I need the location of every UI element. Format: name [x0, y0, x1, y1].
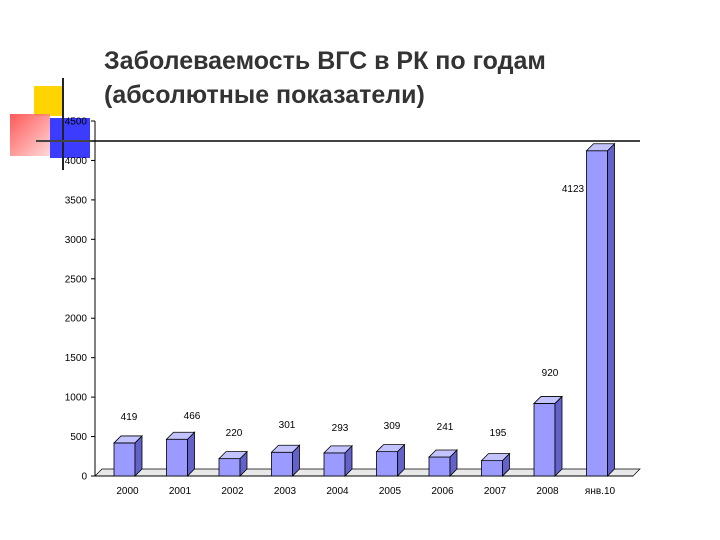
data-label: 293	[332, 423, 349, 434]
data-label: 195	[490, 428, 507, 439]
bar-side	[607, 142, 615, 477]
x-tick-label: 2001	[169, 486, 192, 497]
x-tick-label: 2008	[536, 486, 559, 497]
x-tick-label: янв.10	[585, 486, 616, 497]
title-line-2: (абсолютные показатели)	[104, 81, 425, 109]
bar-top	[585, 143, 616, 152]
y-tick-label: 2500	[65, 274, 88, 285]
x-tick-label: 2006	[431, 486, 454, 497]
y-tick-label: 1500	[65, 353, 88, 364]
x-tick-label: 2004	[326, 486, 349, 497]
bar-top	[270, 444, 301, 453]
y-tick-label: 0	[81, 472, 87, 483]
decor-vertical-line	[62, 78, 64, 170]
data-label: 466	[184, 411, 201, 422]
bar-top	[113, 435, 143, 444]
x-tick-label: 2003	[274, 486, 297, 497]
data-label: 241	[437, 422, 454, 433]
data-label: 920	[542, 368, 559, 379]
y-tick-label: 4500	[65, 117, 88, 128]
bar-top	[375, 444, 406, 453]
bar-top	[323, 445, 353, 454]
bar	[428, 456, 451, 477]
decor-red-square	[10, 114, 50, 156]
bar-top	[218, 451, 248, 460]
y-tick-label: 500	[70, 432, 87, 443]
bar-top	[428, 449, 458, 458]
bar	[166, 438, 188, 477]
decor-yellow-square	[34, 86, 64, 116]
x-tick-label: 2005	[379, 486, 402, 497]
bar	[113, 442, 136, 477]
bar-top	[480, 453, 511, 462]
decor-horizontal-line	[36, 140, 640, 142]
decor-blue-square	[50, 118, 90, 158]
bar	[586, 150, 608, 477]
data-label: 220	[226, 428, 243, 439]
y-tick-label: 1000	[65, 393, 88, 404]
x-tick-label: 2002	[221, 486, 244, 497]
bar-side	[554, 395, 563, 477]
data-label: 301	[279, 420, 296, 431]
bar	[218, 458, 241, 477]
y-tick-label: 4000	[65, 156, 88, 167]
bar	[481, 460, 503, 477]
x-tick-label: 2007	[484, 486, 507, 497]
slide-title: Заболеваемость ВГС в РК по годам (абсолю…	[104, 44, 704, 112]
bar	[271, 451, 293, 477]
title-line-1: Заболеваемость ВГС в РК по годам	[104, 47, 546, 75]
bar	[533, 403, 556, 477]
y-tick-label: 3500	[65, 195, 88, 206]
y-tick-label: 2000	[65, 314, 88, 325]
data-label: 419	[121, 412, 138, 423]
y-tick-label: 3000	[65, 235, 88, 246]
bar	[323, 452, 346, 477]
bar-top	[165, 431, 196, 440]
data-label: 309	[384, 421, 401, 432]
bar-side	[187, 431, 195, 477]
bar-top	[533, 396, 563, 404]
x-tick-label: 2000	[116, 486, 139, 497]
data-label: 4123	[562, 184, 585, 195]
bar	[376, 451, 398, 477]
